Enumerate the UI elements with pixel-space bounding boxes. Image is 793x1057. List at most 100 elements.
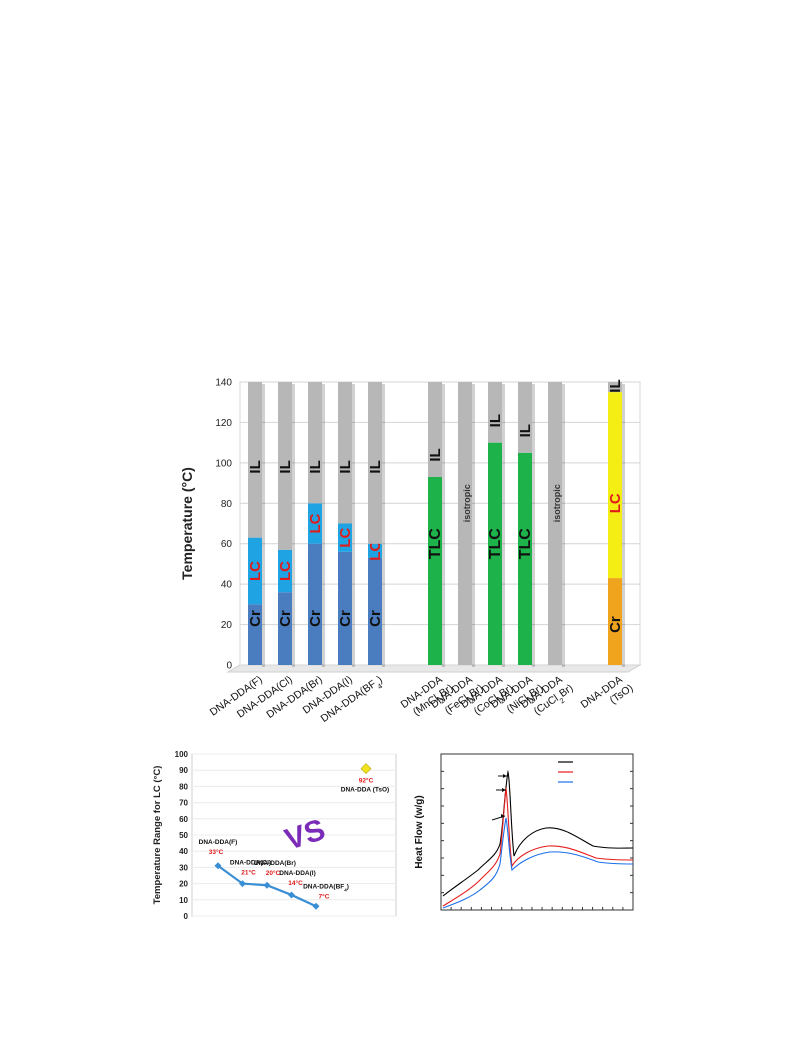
plot-frame [440, 753, 634, 911]
y-tick-label: 10 [179, 896, 188, 905]
bar-segment-isotropic [458, 382, 472, 665]
phase-label-isotropic: isotropic [552, 484, 562, 522]
phase-label-lc: LC [367, 541, 384, 561]
bar-segment-side [292, 594, 295, 667]
data-point [312, 902, 320, 910]
phase-label-il: IL [307, 460, 324, 473]
y-tick-label: 100 [215, 458, 232, 469]
point-name-label: DNA-DDA(F) [199, 839, 238, 846]
phase-label-lc: LC [277, 561, 294, 581]
phase-label-cr: Cr [607, 616, 624, 633]
bar-segment-cr [338, 551, 352, 665]
phase-temperature-svg: 0 20 40 60 80 100 120 140 Temperature (°C) Cr LC IL… [179, 378, 642, 725]
phase-label-il: IL [277, 460, 294, 473]
bar-segment-side [262, 384, 265, 540]
data-point [214, 862, 222, 870]
bar-segment-side [382, 559, 385, 667]
bar-segment-side [532, 454, 535, 667]
lc-range-svg: 0 10 20 30 40 50 60 70 80 90 100 Temperature Range … [152, 750, 397, 921]
phase-label-lc: LC [307, 513, 324, 533]
point-name-label: DNA-DDA(I) [279, 870, 315, 877]
point-name-label: DNA-DDA(BF4) [303, 883, 349, 892]
phase-label-lc: LC [607, 493, 624, 513]
peak-arrow-head [502, 788, 506, 792]
y-tick-label: 40 [179, 847, 188, 856]
point-name-label: DNA-DDA(Cl) [230, 860, 271, 867]
y-tick-label: 90 [179, 766, 188, 775]
y-tick-label: 40 [221, 580, 233, 591]
y-tick-label: 20 [221, 620, 233, 631]
bar-segment-lc [338, 523, 352, 552]
heat-flow-curve [442, 817, 634, 909]
bar-segment-side [292, 551, 295, 595]
bar-segment-lc [248, 537, 262, 605]
heat-flow-curve [442, 787, 634, 907]
peak-arrow-head [503, 774, 507, 778]
phase-label-il: IL [517, 424, 534, 437]
phase-label-cr: Cr [367, 610, 384, 627]
point-value-label: 33°C [209, 848, 224, 856]
bar-segment-lc [308, 503, 322, 544]
data-point [263, 881, 271, 889]
y-tick-label: 0 [184, 912, 189, 921]
phase-label-isotropic: isotropic [462, 484, 472, 522]
bar-segment-side [622, 394, 625, 581]
phase-label-il: IL [487, 414, 504, 427]
phase-label-tlc: TLC [517, 528, 534, 560]
bar-segment-lc [368, 543, 382, 558]
phase-label-il: IL [247, 460, 264, 473]
y-tick-label: 60 [179, 815, 188, 824]
point-name-label: DNA-DDA(Br) [254, 860, 296, 867]
y-tick-label: 30 [179, 863, 188, 872]
plot-floor [226, 664, 642, 673]
bar-segment-cr [278, 592, 292, 665]
y-tick-label: 0 [226, 661, 232, 672]
phase-label-lc: LC [337, 527, 354, 547]
bar-segment-tlc [518, 452, 532, 665]
point-value-label: 21°C [241, 869, 256, 877]
bar-segment-side [322, 505, 325, 546]
bar-segment-cr [308, 543, 322, 665]
point-value-label: 14°C [288, 879, 303, 887]
bar-segment-side [292, 384, 295, 552]
bar-segment-il [368, 382, 382, 544]
bar-segment-side [442, 384, 445, 480]
phase-label-il: IL [367, 460, 384, 473]
heat-flow-chart: Heat Flow (w/g) [408, 748, 643, 923]
phase-label-tlc: TLC [427, 528, 444, 560]
bar-segment-side [322, 384, 325, 506]
bar-segment-cr [368, 557, 382, 665]
bar-segment-side [352, 525, 355, 554]
lc-range-chart: 0 10 20 30 40 50 60 70 80 90 100 Temperature Range … [150, 748, 400, 923]
bar-segment-il [308, 382, 322, 504]
phase-label-cr: Cr [247, 610, 264, 627]
bar-segment-side [502, 444, 505, 667]
y-tick-label: 80 [221, 499, 233, 510]
data-point [288, 891, 295, 899]
bar-segment-side [322, 545, 325, 667]
y-axis-title: Temperature Range for LC (°C) [152, 766, 163, 905]
bar-segment-side [262, 539, 265, 607]
y-tick-label: 140 [215, 378, 232, 389]
tso-name-label: DNA-DDA (TsO) [341, 787, 389, 794]
bar-segment-side [562, 384, 565, 667]
peak-arrow-head [501, 814, 505, 818]
data-point [239, 880, 246, 888]
bar-segment-il [278, 382, 292, 550]
y-tick-label: 80 [179, 782, 188, 791]
bar-segment-lc [608, 392, 622, 579]
heat-flow-svg: Heat Flow (w/g) [414, 753, 634, 911]
bar-segment-side [442, 479, 445, 667]
bar-segment-side [352, 553, 355, 667]
point-value-label: 20°C [266, 869, 281, 877]
tso-value-label: 92°C [359, 777, 374, 785]
y-tick-label: 70 [179, 799, 188, 808]
category-label: DNA-DDA(TsO) [579, 674, 636, 711]
bar-segment-side [382, 384, 385, 546]
bar-segment-side [262, 606, 265, 667]
y-tick-label: 100 [175, 750, 189, 759]
phase-label-cr: Cr [277, 610, 294, 627]
y-tick-label: 60 [221, 539, 233, 550]
phase-label-cr: Cr [307, 610, 324, 627]
phase-label-lc: LC [247, 561, 264, 581]
